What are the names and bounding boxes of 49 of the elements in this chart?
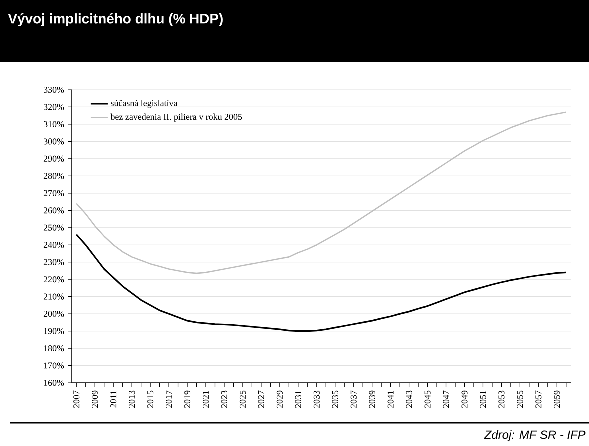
x-tick-label: 2017 (166, 390, 172, 408)
x-tick-label: 2059 (554, 390, 560, 408)
y-tick-label: 250% (44, 224, 64, 231)
y-tick-label: 190% (44, 328, 64, 334)
y-tick-label: 320% (44, 104, 64, 110)
y-tick-label: 300% (44, 138, 64, 145)
y-tick-label: 240% (44, 242, 64, 248)
x-tick-label: 2009 (92, 390, 98, 408)
x-tick-label: 2047 (443, 390, 450, 408)
y-tick-label: 310% (44, 121, 64, 128)
x-tick-label: 2023 (221, 390, 228, 408)
y-tick-label: 200% (44, 311, 64, 318)
text: Zdroj: MF SR - IFP (484, 430, 586, 442)
x-tick-label: 2011 (110, 391, 117, 408)
y-tick-label: 170% (44, 362, 64, 369)
y-tick-label: 220% (44, 276, 64, 283)
x-tick-label: 2027 (258, 390, 264, 408)
x-tick-label: 2045 (424, 390, 431, 408)
x-tick-label: 2031 (295, 391, 302, 408)
x-tick-label: 2007 (74, 390, 80, 408)
y-tick-label: 210% (44, 294, 64, 300)
x-tick-label: 2025 (240, 390, 246, 408)
y-tick-label: 330% (44, 86, 64, 94)
x-tick-label: 2049 (462, 390, 468, 408)
x-tick-label: 2035 (332, 390, 338, 408)
x-tick-label: 2029 (276, 390, 283, 408)
x-tick-label: 2033 (314, 390, 320, 408)
x-tick-label: 2021 (202, 391, 210, 408)
x-tick-label: 2019 (184, 390, 191, 408)
y-tick-label: 270% (44, 190, 64, 196)
x-tick-label: 2051 (480, 391, 486, 408)
y-tick-label: 180% (44, 345, 64, 352)
x-tick-label: 2039 (369, 390, 376, 408)
legend-label: bez zavedenia II. piliera v roku 2005 (110, 114, 242, 122)
y-tick-label: 260% (44, 208, 64, 214)
x-tick-label: 2057 (536, 390, 542, 408)
legend-label: súčasná legislatíva (111, 100, 178, 108)
y-tick-label: 280% (44, 173, 64, 180)
y-tick-label: 160% (44, 380, 64, 386)
x-tick-label: 2043 (406, 390, 412, 408)
x-tick-label: 2013 (129, 390, 136, 408)
chart-title: Vývoj implicitného dlhu (% HDP) (8, 13, 223, 27)
x-tick-label: 2055 (517, 390, 524, 408)
x-tick-label: 2037 (350, 390, 357, 408)
x-tick-label: 2041 (388, 391, 394, 408)
x-tick-label: 2015 (148, 390, 154, 408)
y-tick-label: 230% (44, 259, 64, 266)
x-tick-label: 2053 (498, 390, 505, 408)
y-tick-label: 290% (44, 156, 64, 162)
